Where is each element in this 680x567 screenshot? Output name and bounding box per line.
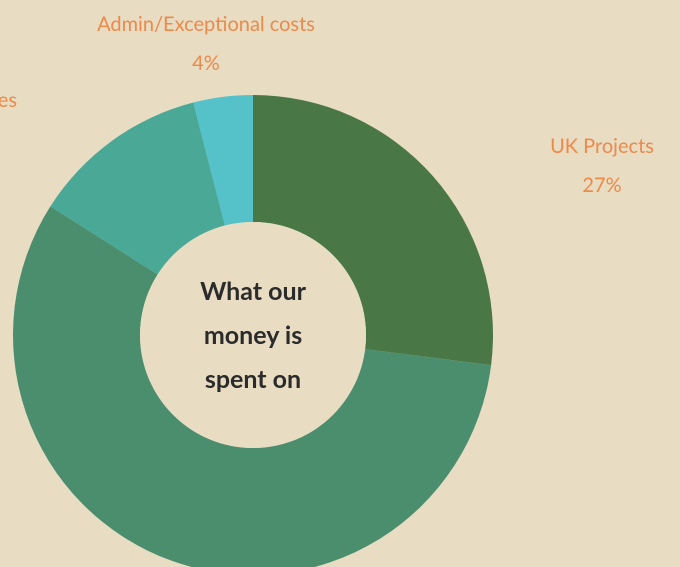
slice-label: UK Projects [550, 134, 654, 158]
slice-value-label: 4% [192, 51, 220, 75]
slice-label: es [0, 88, 17, 112]
slice-value-label: 27% [582, 173, 621, 197]
donut-slice [253, 95, 493, 366]
center-label: What our [200, 276, 307, 306]
center-label: money is [204, 320, 302, 350]
donut-hole [140, 222, 366, 448]
slice-label: Admin/Exceptional costs [97, 12, 315, 36]
center-label: spent on [205, 364, 301, 394]
donut-slice [193, 95, 253, 226]
donut-slice [13, 206, 492, 567]
donut-slice [50, 102, 225, 275]
